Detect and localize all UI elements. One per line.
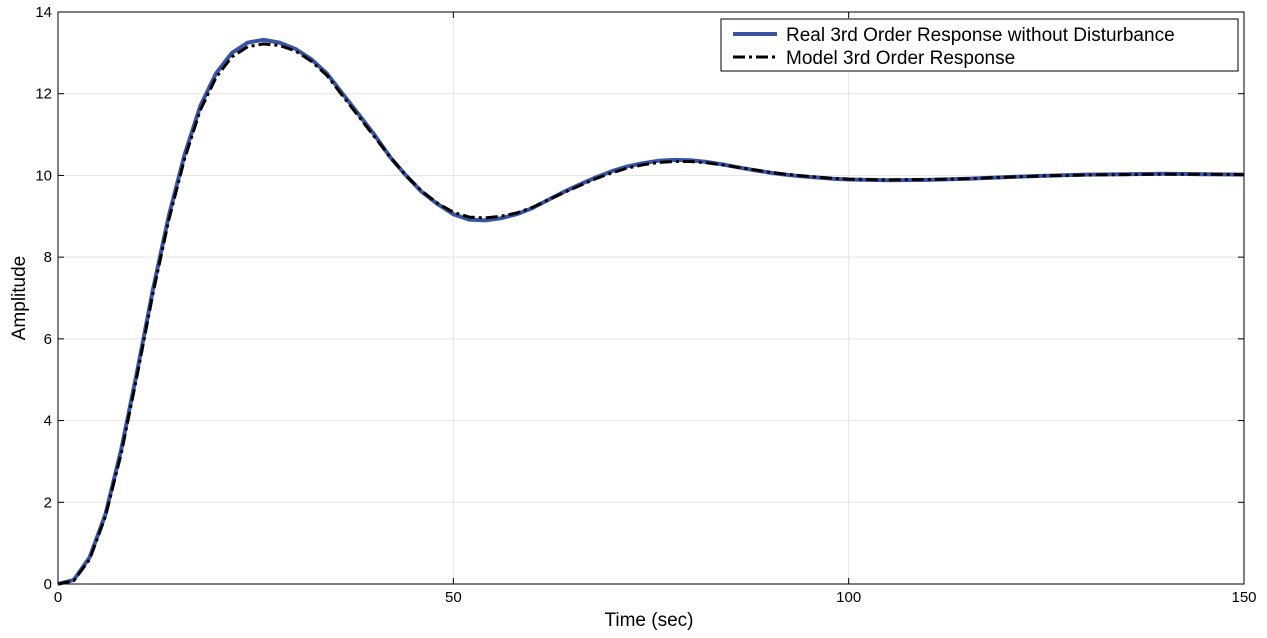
legend: Real 3rd Order Response without Disturba… bbox=[720, 18, 1239, 72]
plot-border bbox=[57, 11, 1245, 585]
x-tick-label: 100 bbox=[836, 589, 861, 606]
y-tick-label: 14 bbox=[35, 4, 52, 21]
series-line-model bbox=[57, 42, 1245, 586]
x-tick-label: 50 bbox=[445, 589, 462, 606]
y-tick-label: 12 bbox=[35, 86, 52, 103]
plot-frame bbox=[57, 11, 1245, 585]
legend-label-model: Model 3rd Order Response bbox=[786, 48, 1015, 69]
legend-label-real: Real 3rd Order Response without Disturba… bbox=[786, 25, 1175, 46]
y-tick-label: 4 bbox=[44, 413, 52, 430]
x-tick-label: 150 bbox=[1231, 589, 1256, 606]
y-tick-label: 0 bbox=[44, 576, 52, 593]
y-tick-label: 8 bbox=[44, 249, 52, 266]
grid-layer bbox=[58, 12, 1244, 584]
tick-layer: 0 50 100 150 0 2 4 6 8 10 12 14 bbox=[35, 4, 1256, 606]
y-axis-label: Amplitude bbox=[9, 256, 30, 341]
y-tick-label: 10 bbox=[35, 167, 52, 184]
series-layer bbox=[57, 37, 1245, 586]
legend-box bbox=[720, 18, 1239, 72]
y-tick-label: 6 bbox=[44, 331, 52, 348]
x-axis-label: Time (sec) bbox=[604, 610, 693, 631]
y-tick-label: 2 bbox=[44, 494, 52, 511]
x-tick-label: 0 bbox=[54, 589, 62, 606]
